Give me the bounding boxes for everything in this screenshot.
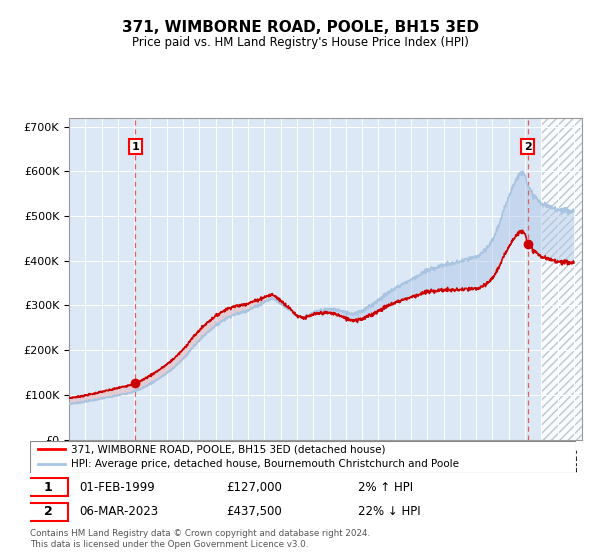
FancyBboxPatch shape xyxy=(27,478,68,496)
Text: 1: 1 xyxy=(44,480,52,493)
Text: 22% ↓ HPI: 22% ↓ HPI xyxy=(358,506,420,519)
Text: 371, WIMBORNE ROAD, POOLE, BH15 3ED (detached house): 371, WIMBORNE ROAD, POOLE, BH15 3ED (det… xyxy=(71,445,385,455)
FancyBboxPatch shape xyxy=(27,503,68,521)
Bar xyxy=(541,118,582,440)
Text: £437,500: £437,500 xyxy=(227,506,283,519)
Bar xyxy=(541,118,582,440)
FancyBboxPatch shape xyxy=(30,441,576,473)
Text: 2: 2 xyxy=(44,506,52,519)
Text: 01-FEB-1999: 01-FEB-1999 xyxy=(79,480,155,493)
Text: HPI: Average price, detached house, Bournemouth Christchurch and Poole: HPI: Average price, detached house, Bour… xyxy=(71,459,459,469)
Text: Contains HM Land Registry data © Crown copyright and database right 2024.
This d: Contains HM Land Registry data © Crown c… xyxy=(30,529,370,549)
Text: 06-MAR-2023: 06-MAR-2023 xyxy=(79,506,158,519)
Text: £127,000: £127,000 xyxy=(227,480,283,493)
Text: 371, WIMBORNE ROAD, POOLE, BH15 3ED: 371, WIMBORNE ROAD, POOLE, BH15 3ED xyxy=(121,20,479,35)
Text: 1: 1 xyxy=(131,142,139,152)
Text: 2% ↑ HPI: 2% ↑ HPI xyxy=(358,480,413,493)
Text: 2: 2 xyxy=(524,142,532,152)
Text: Price paid vs. HM Land Registry's House Price Index (HPI): Price paid vs. HM Land Registry's House … xyxy=(131,36,469,49)
